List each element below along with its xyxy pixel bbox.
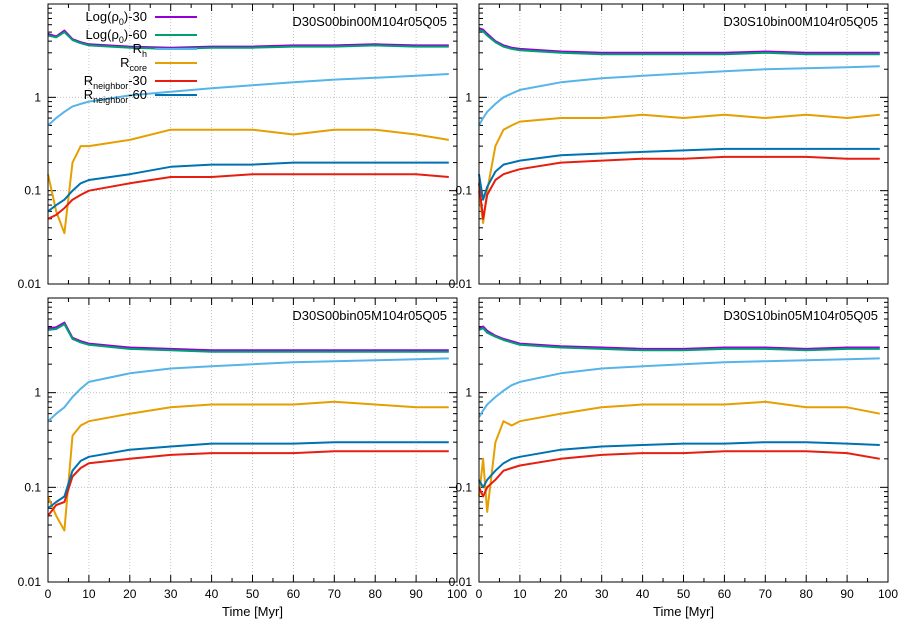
x-axis-label: Time [Myr]	[222, 604, 283, 619]
plot-frame	[47, 297, 458, 583]
legend: Log(ρ0)-30Log(ρ0)-60RhRcoreRneighbor-30R…	[84, 9, 197, 105]
legend-entry-label: Log(ρ0)-30	[85, 9, 147, 27]
x-tick-label: 90	[409, 587, 423, 601]
series-line-5	[47, 450, 449, 517]
plot-frame	[478, 297, 889, 583]
y-tick-label: 1	[34, 386, 41, 400]
series-line-4	[47, 128, 449, 235]
panel-title: D30S10bin05M104r05Q05	[723, 308, 878, 323]
series-line-5	[478, 155, 880, 220]
x-tick-label: 70	[328, 587, 342, 601]
series-line-5	[47, 173, 449, 220]
series-line-2	[478, 28, 880, 56]
x-tick-label: 40	[205, 587, 219, 601]
y-tick-label: 1	[465, 386, 472, 400]
series-line-6	[47, 161, 449, 213]
series-line-1	[478, 325, 880, 350]
series-line-3	[478, 65, 880, 126]
y-tick-label: 1	[465, 90, 472, 104]
legend-entry-label: Rneighbor-60	[84, 87, 147, 105]
panel-title: D30S00bin05M104r05Q05	[292, 308, 447, 323]
panel-title: D30S00bin00M104r05Q05	[292, 14, 447, 29]
chart-panel-2: 0.01 0.1 1 D30S10bin00M104r05Q05	[449, 3, 889, 291]
series-line-4	[478, 400, 880, 513]
x-tick-label: 0	[45, 587, 52, 601]
y-tick-label: 0.01	[449, 277, 473, 291]
x-tick-label: 30	[164, 587, 178, 601]
x-tick-label: 100	[878, 587, 898, 601]
y-tick-label: 1	[34, 90, 41, 104]
series-line-5	[478, 450, 880, 498]
x-tick-label: 60	[718, 587, 732, 601]
panel-title: D30S10bin00M104r05Q05	[723, 14, 878, 29]
x-tick-label: 50	[677, 587, 691, 601]
legend-entry-label: Rneighbor-30	[84, 73, 147, 91]
y-tick-label: 0.01	[449, 575, 473, 589]
x-axis-label: Time [Myr]	[653, 604, 714, 619]
series-line-2	[478, 327, 880, 352]
y-tick-label: 0.01	[18, 277, 42, 291]
y-tick-label: 0.01	[18, 575, 42, 589]
series-line-4	[478, 113, 880, 224]
series-line-6	[478, 441, 880, 489]
x-tick-label: 50	[246, 587, 260, 601]
x-tick-label: 10	[82, 587, 96, 601]
series-line-6	[478, 147, 880, 201]
series-line-3	[47, 357, 449, 422]
y-tick-label: 0.1	[24, 184, 41, 198]
series-line-4	[47, 400, 449, 532]
x-tick-label: 30	[595, 587, 609, 601]
x-tick-label: 80	[800, 587, 814, 601]
y-tick-label: 0.1	[24, 480, 41, 494]
series-line-1	[478, 27, 880, 54]
plot-frame	[47, 3, 458, 285]
y-tick-label: 0.1	[455, 480, 472, 494]
series-line-6	[47, 441, 449, 510]
x-tick-label: 100	[447, 587, 467, 601]
x-tick-label: 80	[369, 587, 383, 601]
series-line-3	[47, 73, 449, 127]
series-line-2	[47, 323, 449, 353]
legend-entry-label: Rcore	[120, 55, 147, 73]
legend-entry-label: Log(ρ0)-60	[85, 27, 147, 45]
x-tick-label: 40	[636, 587, 650, 601]
x-tick-label: 0	[476, 587, 483, 601]
plot-frame	[478, 3, 889, 285]
x-tick-label: 60	[287, 587, 301, 601]
x-tick-label: 10	[513, 587, 527, 601]
y-tick-label: 0.1	[455, 184, 472, 198]
x-tick-label: 70	[759, 587, 773, 601]
x-tick-label: 90	[840, 587, 854, 601]
x-tick-label: 20	[554, 587, 568, 601]
x-tick-label: 20	[123, 587, 137, 601]
legend-entry-label: Rh	[133, 41, 147, 59]
series-line-3	[478, 357, 880, 418]
chart-panel-1: 0.01 0.1 1 D30S00bin00M104r05Q05	[18, 3, 458, 291]
